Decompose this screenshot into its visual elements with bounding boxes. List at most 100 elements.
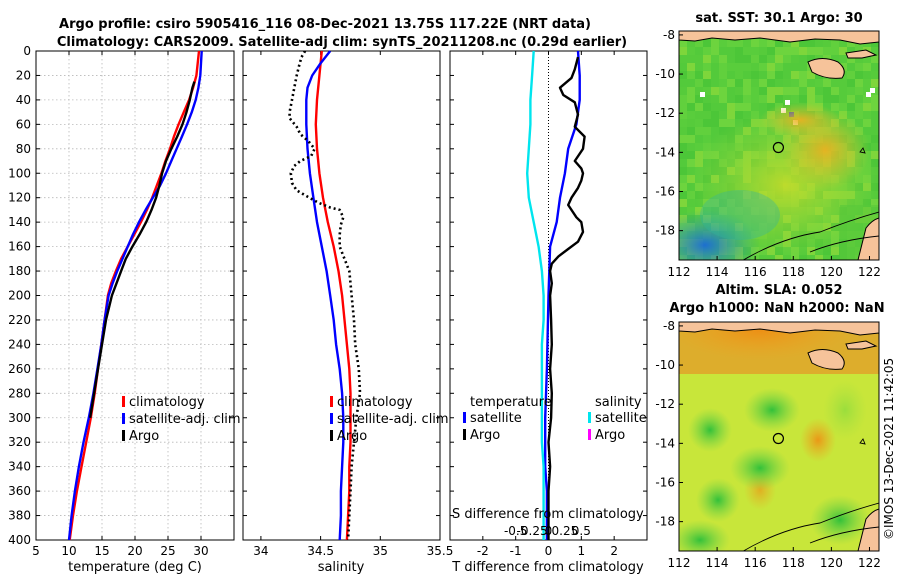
sst-pixel <box>855 79 863 87</box>
sst-pixel <box>751 87 759 95</box>
sst-pixel <box>687 207 695 215</box>
sst-pixel <box>679 111 687 119</box>
sst-pixel <box>679 183 687 191</box>
sst-pixel <box>871 71 879 79</box>
map-y-tick-label: -16 <box>655 184 675 198</box>
sst-pixel <box>751 47 759 55</box>
sst-pixel <box>695 71 703 79</box>
sst-pixel <box>775 39 783 47</box>
sst-pixel <box>847 111 855 119</box>
y-tick-label: 100 <box>8 166 31 180</box>
sst-pixel <box>711 95 719 103</box>
sst-pixel <box>727 87 735 95</box>
sst-pixel <box>847 63 855 71</box>
sst-pixel <box>695 103 703 111</box>
sla-mid-1 <box>823 380 867 440</box>
sst-pixel <box>799 79 807 87</box>
sst-pixel <box>799 39 807 47</box>
legend-swatch-satellite <box>330 413 333 424</box>
sst-pixel <box>711 79 719 87</box>
sst-pixel <box>727 71 735 79</box>
sst-pixel <box>679 95 687 103</box>
sst-pixel <box>759 39 767 47</box>
sla-low-5 <box>810 495 870 545</box>
sla-bathy-contour-2 <box>809 526 879 544</box>
y-tick-label: 40 <box>16 93 31 107</box>
map-y-tick-label: -8 <box>663 319 675 333</box>
sla-low-2 <box>688 408 732 452</box>
map-x-tick-label: 116 <box>744 265 767 279</box>
sst-pixel <box>831 47 839 55</box>
sst-pixel <box>799 63 807 71</box>
sst-pixel <box>695 47 703 55</box>
sst-pixel <box>687 135 695 143</box>
legend-label-sal-satellite: satellite <box>595 411 647 426</box>
y-tick-label: 360 <box>8 484 31 498</box>
sst-pixel <box>839 39 847 47</box>
sst-pixel <box>719 95 727 103</box>
sst-pixel <box>687 47 695 55</box>
sst-pixel <box>711 119 719 127</box>
sst-pixel <box>767 55 775 63</box>
difference-xlabel-top: S difference from climatology <box>452 507 644 522</box>
sst-pixel <box>855 63 863 71</box>
sst-pixel <box>839 79 847 87</box>
legend-header-salinity: salinity <box>595 395 642 410</box>
sst-pixel <box>735 79 743 87</box>
sst-pixel <box>735 103 743 111</box>
sst-pixel <box>847 71 855 79</box>
sst-pixel <box>847 95 855 103</box>
sst-pixel <box>839 95 847 103</box>
sst-pixel <box>703 71 711 79</box>
sst-pixel <box>735 47 743 55</box>
map-y-tick-label: -12 <box>655 106 675 120</box>
x-tick-label: 34.5 <box>307 544 334 558</box>
sst-pixel <box>871 151 879 159</box>
y-tick-label: 280 <box>8 386 31 400</box>
sst-map-title: sat. SST: 30.1 Argo: 30 <box>695 11 862 26</box>
sla-land-sumba <box>807 349 845 370</box>
sst-pixel <box>799 55 807 63</box>
sst-pixel <box>719 63 727 71</box>
sst-pixel <box>751 55 759 63</box>
sst-pixel <box>823 79 831 87</box>
sla-land-java <box>679 322 879 336</box>
y-tick-label: 60 <box>16 117 31 131</box>
sst-pixel <box>679 47 687 55</box>
map-y-tick-label: -14 <box>655 436 675 450</box>
x-top-tick-label: 0.25 <box>552 524 579 538</box>
map-x-tick-label: 112 <box>668 265 691 279</box>
legend-swatch-sal-argo <box>588 429 591 440</box>
x-tick-label: -2 <box>477 544 489 558</box>
sst-pixel <box>735 95 743 103</box>
x-tick-label: 34 <box>253 544 268 558</box>
sst-pixel <box>791 39 799 47</box>
sst-pixel <box>791 55 799 63</box>
sla-high-north <box>679 322 850 360</box>
sst-pixel <box>719 39 727 47</box>
sst-pixel <box>695 111 703 119</box>
sst-pixel <box>767 71 775 79</box>
sst-pixel <box>687 55 695 63</box>
sst-pixel <box>791 87 799 95</box>
sst-pixel <box>759 71 767 79</box>
sst-pixel <box>871 143 879 151</box>
sst-pixel <box>687 167 695 175</box>
sst-pixel <box>679 127 687 135</box>
sst-pixel <box>679 63 687 71</box>
sst-pixel <box>703 103 711 111</box>
temperature-legend: climatology satellite-adj. clim Argo <box>122 395 241 444</box>
sst-pixel <box>711 55 719 63</box>
sst-pixel <box>743 71 751 79</box>
sla-map-panel: Altim. SLA: 0.052 Argo h1000: NaN h2000:… <box>655 283 884 570</box>
sst-pixel <box>863 71 871 79</box>
sst-pixel <box>711 127 719 135</box>
y-tick-label: 180 <box>8 264 31 278</box>
sst-pixel <box>807 95 815 103</box>
sst-pixel <box>703 87 711 95</box>
sst-pixel <box>679 87 687 95</box>
sst-pixel <box>751 71 759 79</box>
sst-bathy-contour-2 <box>809 235 879 253</box>
sst-pixel <box>679 79 687 87</box>
sst-pixel <box>759 79 767 87</box>
